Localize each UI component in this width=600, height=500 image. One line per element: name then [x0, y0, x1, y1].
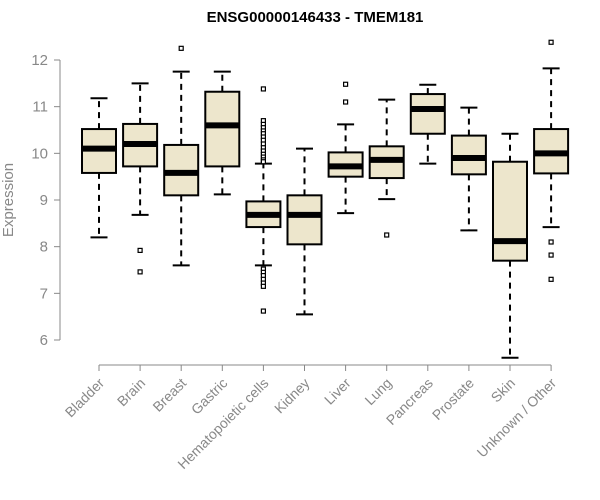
y-axis: 6 7 8 9 10 11 12 [31, 52, 61, 349]
chart-title: ENSG00000146433 - TMEM181 [207, 9, 424, 26]
x-tick-label: Prostate [429, 375, 477, 423]
x-tick-label: Lung [361, 375, 394, 408]
x-tick-label: Kidney [271, 375, 313, 417]
x-tick-label: Breast [149, 375, 189, 415]
box-brain [122, 82, 159, 275]
plot-area [81, 39, 570, 359]
y-tick-label: 12 [31, 52, 48, 69]
outlier-point [343, 99, 349, 105]
x-tick-label: Bladder [62, 375, 108, 421]
box-bladder [81, 97, 117, 239]
box-skin [492, 132, 528, 359]
box-gastric [204, 70, 241, 196]
outlier-point [548, 252, 554, 258]
outlier-point [260, 86, 266, 92]
iqr-box [204, 90, 241, 168]
y-tick-label: 8 [40, 239, 48, 256]
outlier-point [260, 283, 266, 289]
y-axis-label: Expression [0, 163, 17, 237]
y-tick-label: 6 [40, 332, 48, 349]
x-tick-label: Brain [114, 375, 148, 409]
box-lung [368, 98, 405, 238]
box-kidney [286, 147, 323, 316]
y-tick-label: 10 [31, 145, 48, 162]
iqr-box [286, 194, 323, 246]
outlier-point [384, 232, 390, 238]
outlier-point [260, 159, 266, 165]
box-prostate [450, 106, 487, 232]
outlier-point [178, 45, 184, 51]
iqr-box [409, 93, 446, 135]
iqr-box [450, 134, 487, 176]
iqr-box [492, 160, 528, 262]
box-unknown-other [533, 39, 570, 282]
outlier-point [343, 81, 349, 87]
outlier-point [548, 276, 554, 282]
x-tick-label: Liver [321, 375, 354, 408]
outlier-point [260, 308, 266, 314]
box-pancreas [409, 83, 446, 165]
y-tick-label: 9 [40, 192, 48, 209]
y-tick-label: 11 [32, 99, 48, 116]
y-tick-label: 7 [40, 285, 48, 302]
box-liver [327, 81, 364, 215]
x-tick-label: Skin [488, 375, 519, 406]
box-hematopoietic-cells [245, 86, 282, 314]
outlier-point [548, 239, 554, 245]
outlier-point [137, 247, 143, 253]
outlier-point [548, 39, 554, 45]
box-breast [163, 45, 200, 267]
outlier-point [137, 269, 143, 275]
